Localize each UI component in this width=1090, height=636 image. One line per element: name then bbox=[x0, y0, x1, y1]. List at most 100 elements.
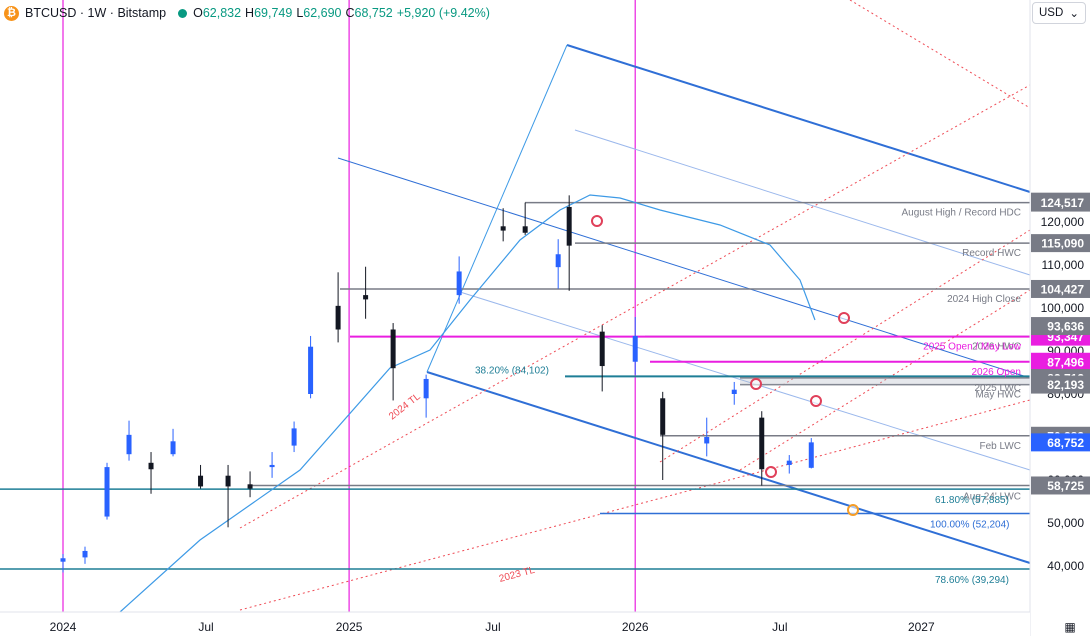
candle-body bbox=[522, 226, 528, 233]
price-level-label: Aug 24' LWC bbox=[963, 491, 1021, 502]
channel-rising-line bbox=[426, 44, 568, 373]
candle-body bbox=[60, 558, 66, 562]
change-value: +5,920 (+9.42%) bbox=[396, 6, 490, 20]
calendar-icon[interactable]: ▦ bbox=[1064, 620, 1075, 634]
2023-trendline bbox=[239, 399, 1031, 611]
exchange: Bitstamp bbox=[117, 6, 167, 20]
trendline-label: 2023 TL bbox=[498, 565, 537, 585]
price-box-text: 82,193 bbox=[1047, 378, 1084, 392]
candle-body bbox=[269, 464, 275, 468]
price-level-label: 2026 HWC bbox=[972, 341, 1021, 352]
resistance-zone bbox=[740, 378, 1030, 385]
candle-body bbox=[759, 417, 765, 470]
parallel-trendline-2 bbox=[739, 289, 1031, 471]
channel-mid-line bbox=[337, 157, 1031, 379]
moving-average-line bbox=[119, 194, 816, 613]
last-price-box bbox=[1031, 433, 1090, 452]
parallel-trendline-3 bbox=[849, 0, 1031, 109]
candle-body bbox=[148, 462, 154, 470]
touch-marker bbox=[838, 312, 850, 324]
price-box-text: 58,725 bbox=[1047, 479, 1084, 493]
touch-marker bbox=[810, 395, 822, 407]
candle-body bbox=[599, 331, 605, 367]
channel-quarter-line bbox=[459, 291, 1031, 471]
touch-marker bbox=[591, 215, 603, 227]
candle-body bbox=[423, 378, 429, 399]
price-level-label: August High / Record HDC bbox=[902, 208, 1022, 219]
price-level-label: May HWC bbox=[975, 390, 1021, 401]
price-box bbox=[1031, 193, 1090, 212]
touch-marker bbox=[847, 504, 859, 516]
price-level-label: 78.60% (39,294) bbox=[935, 575, 1009, 586]
candle-body bbox=[104, 467, 110, 517]
channel-upper-line bbox=[566, 44, 1031, 193]
candle-body bbox=[731, 389, 737, 394]
candle-body bbox=[390, 329, 396, 369]
price-box bbox=[1031, 317, 1090, 336]
symbol-header: ₿ BTCUSD · 1W · Bitstamp O 62,832 H 69,749… bbox=[4, 3, 494, 23]
candle-body bbox=[335, 305, 341, 330]
chevron-down-icon: ⌄ bbox=[1069, 8, 1079, 20]
price-box-text: 104,427 bbox=[1041, 282, 1085, 296]
candle-body bbox=[225, 475, 231, 487]
price-level-label: Feb LWC bbox=[980, 441, 1022, 452]
currency-select[interactable]: USD ⌄ bbox=[1032, 2, 1086, 24]
price-box bbox=[1031, 375, 1090, 394]
touch-marker bbox=[765, 466, 777, 478]
price-level-label: Record HWC bbox=[962, 248, 1021, 259]
low-value: 62,690 bbox=[303, 6, 342, 20]
touch-marker bbox=[750, 378, 762, 390]
candle-body bbox=[704, 437, 710, 444]
price-tick-label: 100,000 bbox=[1041, 301, 1085, 315]
candle-body bbox=[291, 428, 297, 446]
candle-body bbox=[566, 206, 572, 246]
currency-value: USD bbox=[1039, 7, 1064, 19]
trendline-label: 2024 TL bbox=[387, 391, 423, 422]
candle-body bbox=[198, 475, 204, 487]
time-tick-label: 2026 bbox=[622, 620, 649, 634]
candle-body bbox=[308, 346, 314, 394]
interval[interactable]: 1W bbox=[87, 6, 107, 20]
time-tick-label: Jul bbox=[772, 620, 787, 634]
open-value: 62,832 bbox=[202, 6, 242, 20]
high-value: 69,749 bbox=[254, 6, 293, 20]
price-box bbox=[1031, 352, 1090, 371]
candle-body bbox=[632, 335, 638, 362]
candle-body bbox=[456, 271, 462, 296]
candle-body bbox=[363, 295, 369, 300]
last-price-box-text: 68,752 bbox=[1047, 436, 1084, 450]
price-level-label: 2026 Open bbox=[972, 367, 1022, 378]
candle-body bbox=[660, 398, 666, 435]
candle-body bbox=[126, 434, 132, 455]
price-box-text: 93,636 bbox=[1047, 320, 1084, 334]
price-tick-label: 40,000 bbox=[1047, 559, 1084, 573]
time-tick-label: Jul bbox=[485, 620, 500, 634]
time-axis-background bbox=[0, 612, 1030, 636]
candle-body bbox=[500, 226, 506, 231]
price-level-label: 100.00% (52,204) bbox=[930, 520, 1010, 531]
price-box bbox=[1031, 279, 1090, 298]
price-level-label: 2024 High Close bbox=[947, 294, 1021, 305]
price-level-label: 61.80% (57,885) bbox=[935, 495, 1009, 506]
price-box-text: 124,517 bbox=[1041, 196, 1085, 210]
symbol-name[interactable]: BTCUSD bbox=[25, 6, 77, 20]
candle-body bbox=[786, 460, 792, 465]
price-box-text: 115,090 bbox=[1041, 237, 1084, 251]
candle-body bbox=[808, 442, 814, 468]
candle-body bbox=[247, 484, 253, 489]
price-level-label: 2025 LWC bbox=[974, 383, 1021, 394]
candle-body bbox=[82, 550, 88, 558]
candle-body bbox=[555, 254, 561, 268]
time-tick-label: Jul bbox=[198, 620, 213, 634]
2024-trendline bbox=[239, 84, 1031, 529]
price-level-label: 2025 Open / May Low bbox=[923, 342, 1022, 353]
price-tick-label: 120,000 bbox=[1041, 215, 1085, 229]
market-status-icon bbox=[178, 8, 188, 18]
candle-body bbox=[170, 441, 176, 455]
price-box bbox=[1031, 476, 1090, 495]
time-tick-label: 2025 bbox=[336, 620, 363, 634]
price-box-text: 87,496 bbox=[1047, 355, 1084, 369]
price-box bbox=[1031, 234, 1090, 253]
channel-lower-line bbox=[426, 371, 1031, 564]
